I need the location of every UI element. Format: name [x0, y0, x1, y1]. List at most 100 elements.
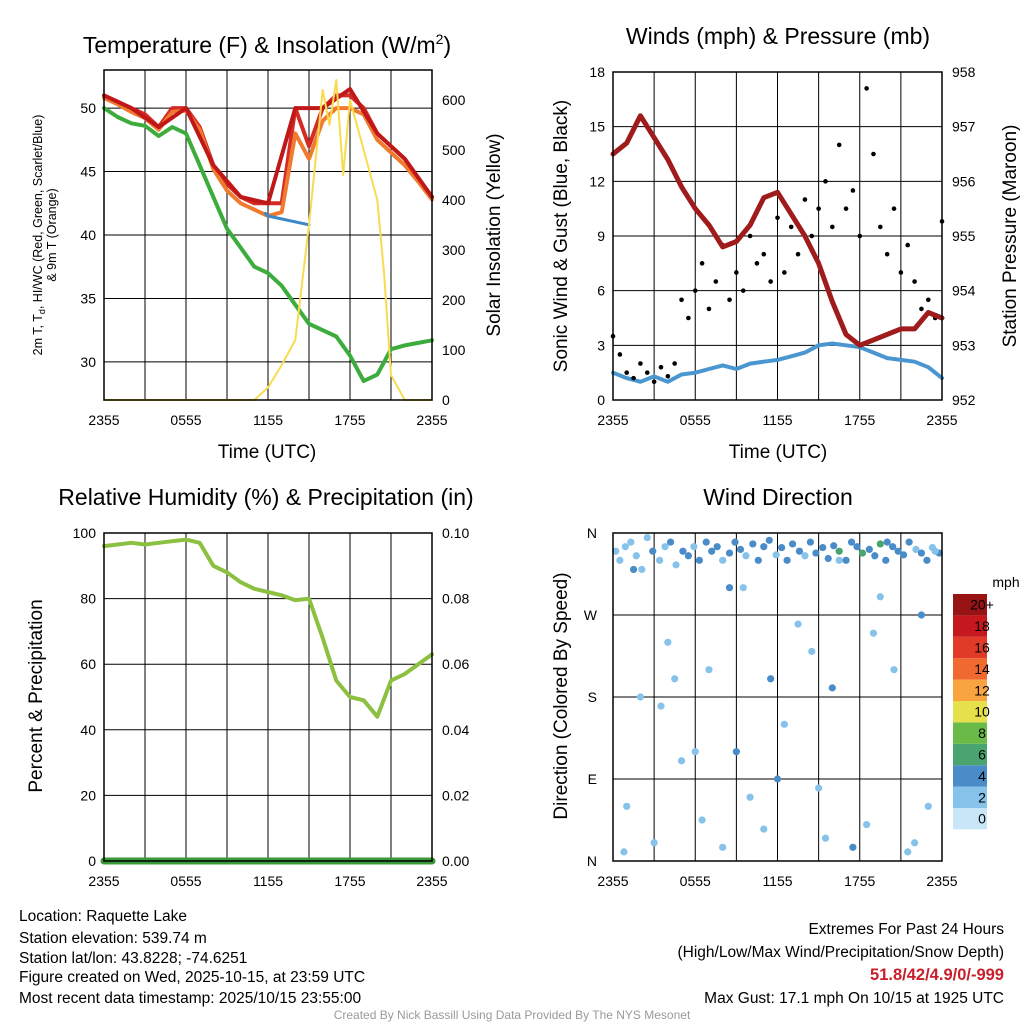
winds-ytick-left: 15: [589, 119, 605, 135]
legend-swatch: [953, 808, 987, 830]
dir-ylabel: Direction (Colored By Speed): [551, 572, 572, 819]
temperature-ytick-left: 50: [80, 100, 96, 116]
direction-point: [672, 561, 680, 569]
gust-point: [878, 224, 883, 230]
winds-ytick-right: 954: [952, 283, 976, 299]
direction-point: [876, 540, 884, 548]
humidity-ytick-right: 0.06: [442, 656, 469, 672]
direction-point: [725, 549, 734, 557]
gust-point: [699, 261, 705, 266]
direction-point: [749, 540, 757, 548]
wind-title: Winds (mph) & Pressure (mb): [626, 23, 930, 49]
winds-ytick-right: 953: [952, 337, 976, 353]
gust-point: [768, 279, 773, 284]
footer-created: Figure created on Wed, 2025-10-15, at 23…: [19, 969, 365, 986]
direction-point: [869, 629, 878, 637]
gust-point: [686, 315, 691, 321]
temperature-xtick-label: 1155: [253, 412, 283, 428]
gust-point: [850, 188, 856, 193]
gust-point: [836, 142, 842, 148]
legend-label: 4: [978, 768, 986, 784]
direction-point: [684, 552, 692, 560]
direction-point: [705, 666, 713, 674]
legend-label: 6: [978, 747, 986, 763]
direction-point: [702, 538, 710, 546]
direction-point: [780, 720, 788, 728]
wind_direction-ytick-left: W: [584, 607, 598, 623]
gust-point: [871, 151, 876, 157]
temperature-ytick-right: 200: [442, 292, 466, 308]
direction-point: [871, 552, 879, 560]
winds-ytick-left: 18: [589, 64, 605, 80]
direction-point: [636, 693, 645, 701]
extremes-values: 51.8/42/4.9/0/-999: [870, 966, 1004, 984]
direction-point: [788, 540, 797, 548]
direction-point: [739, 584, 747, 592]
humidity-ytick-right: 0.04: [442, 722, 469, 738]
winds-xtick-label: 2355: [926, 412, 957, 428]
direction-point: [691, 748, 699, 756]
direction-point: [666, 538, 675, 546]
gust-point: [624, 370, 630, 375]
direction-point: [612, 547, 620, 555]
legend-swatch: [953, 722, 987, 744]
footer-elevation: Station elevation: 539.74 m: [19, 930, 207, 947]
gust-point: [809, 233, 815, 239]
direction-point: [677, 757, 686, 765]
legend-label: 0: [978, 811, 986, 827]
legend-swatch: [953, 615, 987, 637]
legend-label: 10: [974, 704, 990, 720]
winds-ytick-left: 9: [597, 228, 605, 244]
wind_direction-ytick-left: N: [587, 525, 597, 541]
legend-title: mph: [992, 574, 1019, 590]
legend-label: 16: [974, 640, 990, 656]
wind_direction-xtick-label: 1755: [844, 873, 875, 889]
direction-point: [656, 556, 664, 564]
direction-point: [760, 543, 768, 551]
wind-ylabel-left: Sonic Wind & Gust (Blue, Black): [551, 100, 572, 372]
humidity-ytick-left: 0: [88, 853, 96, 869]
gust-point: [761, 251, 767, 257]
direction-point: [649, 547, 657, 555]
legend-label: 8: [978, 725, 986, 741]
humidity-xtick-label: 2355: [88, 873, 119, 889]
legend-label: 20+: [970, 597, 994, 613]
direction-point: [865, 545, 873, 554]
direction-point: [889, 543, 897, 551]
direction-point: [719, 843, 727, 851]
gust-point: [843, 206, 849, 211]
wind_direction-xtick-label: 2355: [597, 873, 628, 889]
wind_direction-xtick-label: 1155: [762, 873, 792, 889]
direction-point: [847, 538, 856, 546]
direction-point: [794, 620, 802, 628]
gust-point: [802, 197, 808, 202]
winds-ytick-left: 0: [597, 392, 605, 408]
winds-ytick-right: 957: [952, 119, 976, 135]
direction-point: [808, 647, 816, 656]
temperature-ytick-right: 300: [442, 242, 466, 258]
direction-point: [632, 552, 640, 560]
winds-xtick-label: 2355: [597, 412, 628, 428]
gust-point: [891, 206, 897, 211]
temp-ylabel-right: Solar Insolation (Yellow): [484, 133, 505, 336]
gust-point: [727, 297, 732, 303]
direction-point: [719, 556, 727, 564]
direction-point: [806, 538, 815, 546]
direction-point: [713, 543, 721, 551]
temperature-ytick-right: 400: [442, 192, 466, 208]
direction-point: [698, 816, 706, 824]
direction-point: [890, 666, 898, 674]
direction-point: [835, 547, 843, 555]
direction-point: [627, 538, 635, 546]
direction-point: [842, 556, 850, 564]
extremes-desc: (High/Low/Max Wind/Precipitation/Snow De…: [678, 944, 1005, 961]
direction-point: [894, 547, 902, 555]
temp-title-superscript: 2: [436, 31, 444, 47]
gust-point: [617, 352, 623, 357]
footer-latlon: Station lat/lon: 43.8228; -74.6251: [19, 950, 247, 967]
gust-point: [713, 279, 719, 284]
direction-point: [690, 543, 698, 551]
gust-point: [658, 364, 664, 370]
wind_direction-xtick-label: 0555: [680, 873, 711, 889]
